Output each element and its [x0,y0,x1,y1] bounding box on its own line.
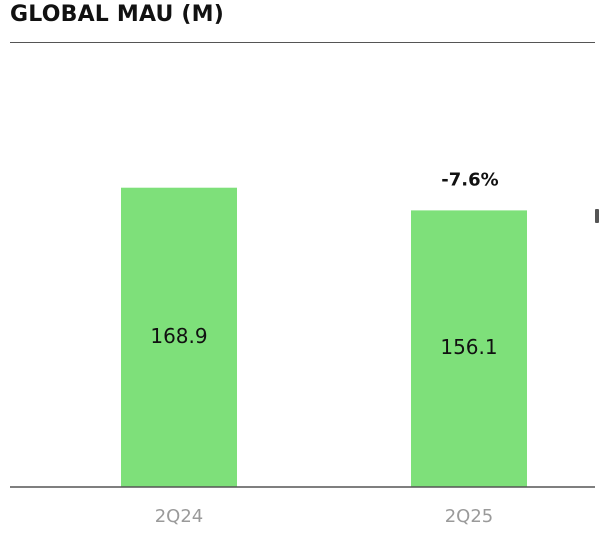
bar-2q24 [121,187,237,487]
bar-2q25 [411,210,527,487]
bar-value-label-2q24: 168.9 [150,324,207,348]
x-tick-label-2q25: 2Q25 [445,506,494,527]
edge-mark [595,209,599,223]
chart-title: GLOBAL MAU (M) [10,2,225,27]
title-divider [10,42,595,43]
change-annotation-2q25: -7.6% [441,169,498,190]
bar-value-label-2q25: 156.1 [440,335,497,359]
x-tick-label-2q24: 2Q24 [155,506,204,527]
